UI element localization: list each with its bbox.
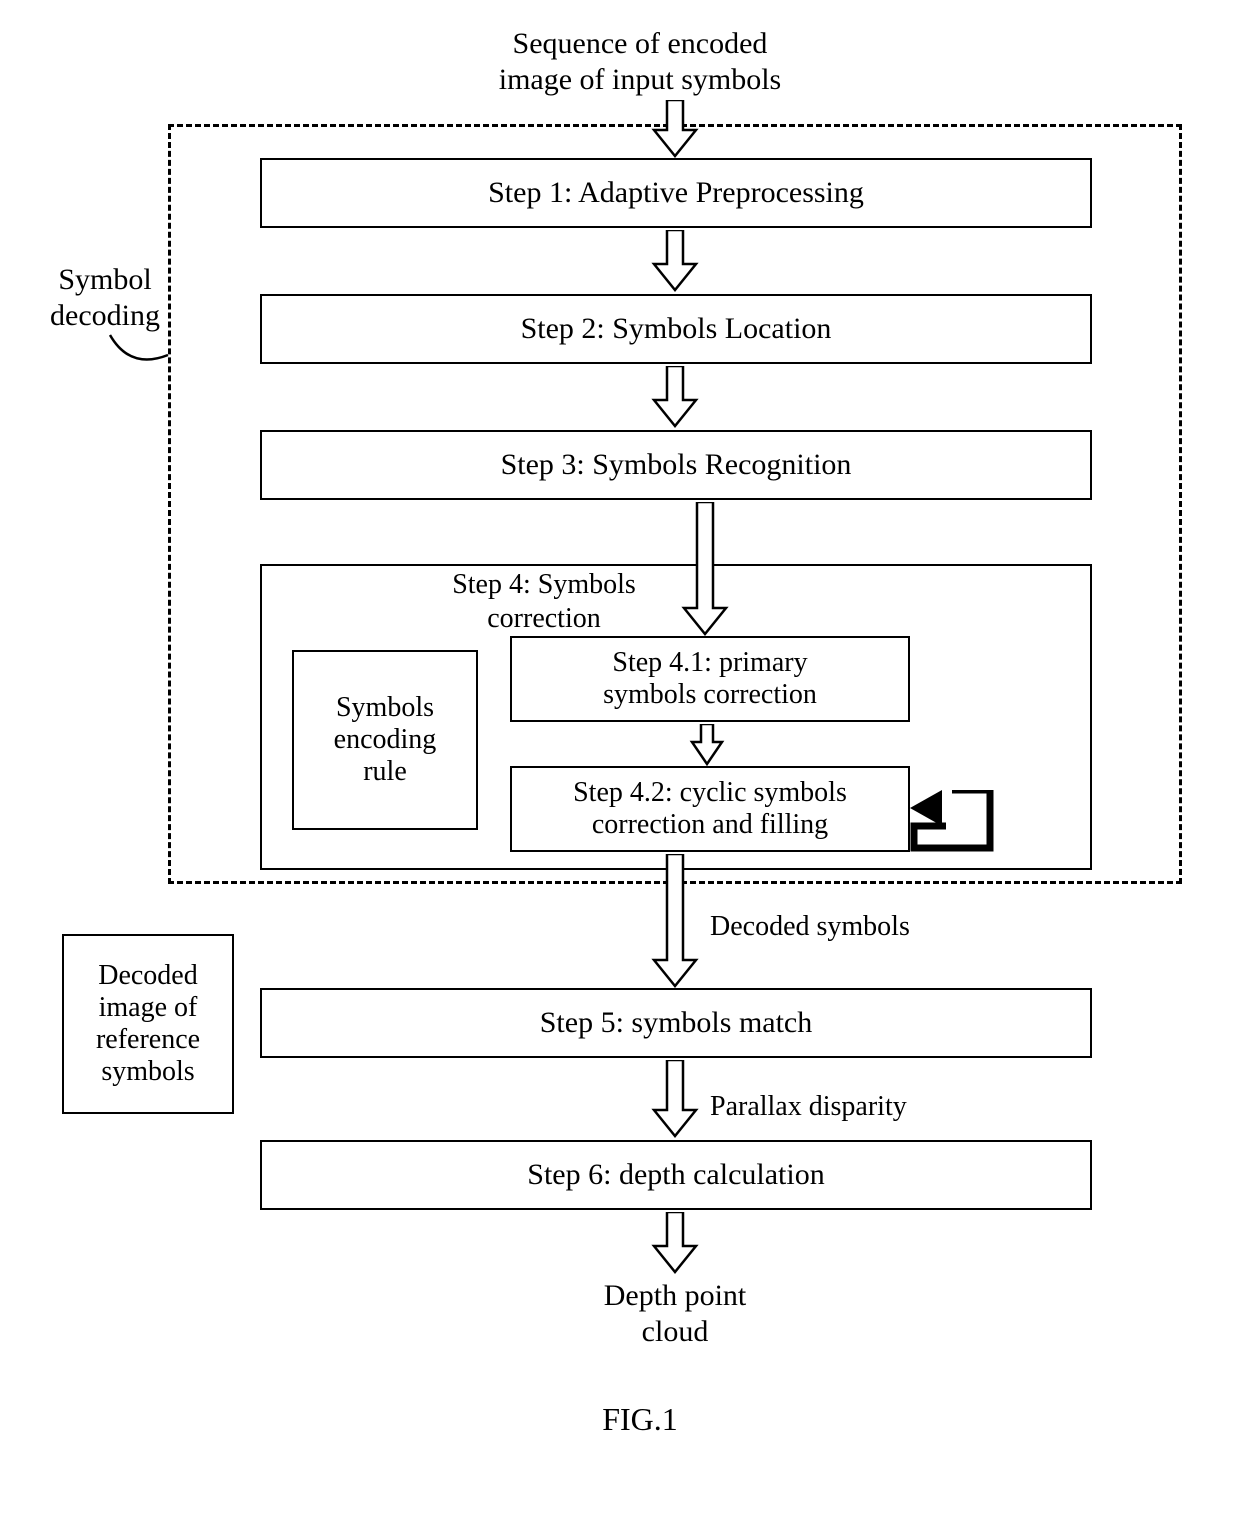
step6-text: Step 6: depth calculation	[527, 1158, 824, 1192]
step4-title: Step 4: Symbols correction	[424, 568, 664, 635]
connector-line	[100, 320, 180, 380]
arrow-step3-step41	[680, 502, 730, 636]
decoded-symbols-label: Decoded symbols	[710, 910, 970, 944]
arrow-step2-step3	[650, 366, 700, 428]
step1-box: Step 1: Adaptive Preprocessing	[260, 158, 1092, 228]
side-input-box: Decoded image of reference symbols	[62, 934, 234, 1114]
step2-box: Step 2: Symbols Location	[260, 294, 1092, 364]
self-loop-step42	[908, 790, 998, 860]
step6-box: Step 6: depth calculation	[260, 1140, 1092, 1210]
arrow-top-step1	[650, 100, 700, 158]
step4-2-box: Step 4.2: cyclic symbols correction and …	[510, 766, 910, 852]
step3-box: Step 3: Symbols Recognition	[260, 430, 1092, 500]
step4-2-text: Step 4.2: cyclic symbols correction and …	[573, 777, 847, 841]
step4-sidebox: Symbols encoding rule	[292, 650, 478, 830]
step3-text: Step 3: Symbols Recognition	[501, 448, 852, 482]
side-input-text: Decoded image of reference symbols	[96, 960, 200, 1088]
step4-sidebox-text: Symbols encoding rule	[334, 692, 437, 788]
arrow-step1-step2	[650, 230, 700, 292]
step4-1-text: Step 4.1: primary symbols correction	[603, 647, 817, 711]
step4-1-box: Step 4.1: primary symbols correction	[510, 636, 910, 722]
step5-box: Step 5: symbols match	[260, 988, 1092, 1058]
output-label: Depth point cloud	[560, 1278, 790, 1350]
step1-text: Step 1: Adaptive Preprocessing	[488, 176, 864, 210]
step2-text: Step 2: Symbols Location	[521, 312, 832, 346]
figure-label: FIG.1	[540, 1400, 740, 1438]
input-label: Sequence of encoded image of input symbo…	[390, 26, 890, 98]
arrow-step42-step5	[650, 854, 700, 988]
step5-text: Step 5: symbols match	[540, 1006, 813, 1040]
arrow-step5-step6	[650, 1060, 700, 1138]
arrow-step6-output	[650, 1212, 700, 1274]
parallax-label: Parallax disparity	[710, 1090, 990, 1124]
arrow-step41-step42	[688, 724, 726, 766]
